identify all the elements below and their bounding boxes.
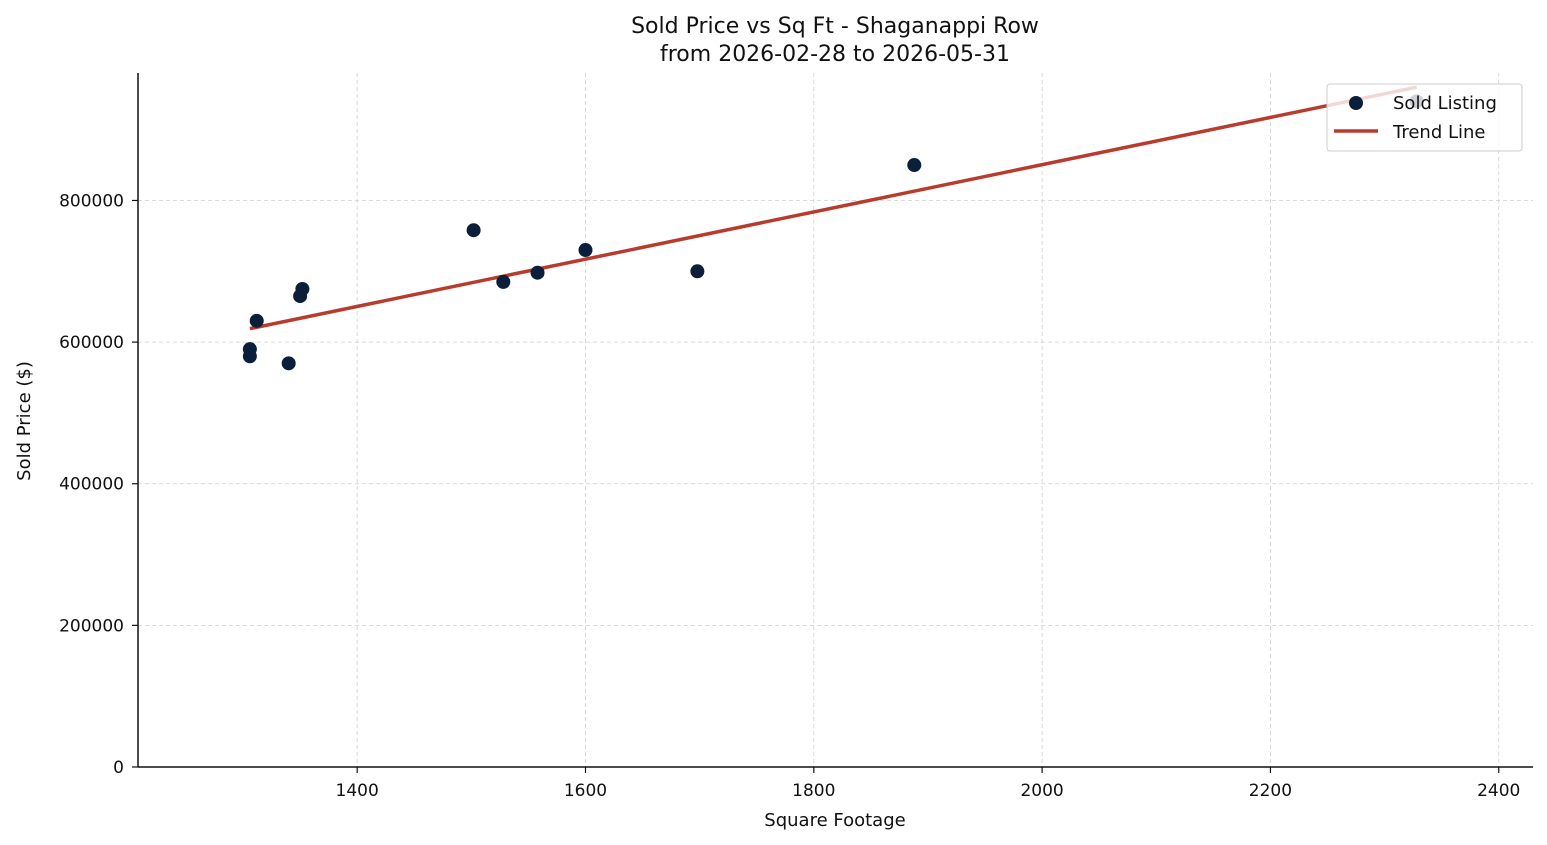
chart-subtitle: from 2026-02-28 to 2026-05-31	[660, 42, 1010, 67]
scatter-point	[242, 349, 257, 364]
x-axis-label: Square Footage	[764, 810, 905, 831]
scatter-point	[907, 158, 922, 173]
y-tick-label: 400000	[59, 475, 124, 495]
trend-line-layer	[249, 85, 1417, 331]
legend-marker-sold-listing	[1349, 96, 1363, 110]
legend-label-trend-line: Trend Line	[1392, 122, 1486, 143]
chart-title: Sold Price vs Sq Ft - Shaganappi Row	[631, 14, 1039, 39]
scatter-point	[578, 243, 593, 258]
scatter-point	[530, 265, 545, 280]
y-tick-label: 600000	[59, 333, 124, 353]
axes	[137, 73, 1533, 768]
scatter-point	[249, 313, 264, 328]
scatter-point	[496, 274, 511, 289]
x-tick-label: 1400	[336, 781, 379, 801]
scatter-point	[466, 223, 481, 238]
legend: Sold Listing Trend Line	[1326, 83, 1523, 152]
legend-label-sold-listing: Sold Listing	[1393, 93, 1497, 114]
x-tick-label: 2200	[1249, 781, 1292, 801]
y-tick-label: 800000	[59, 191, 124, 211]
ticks: 1400 1600 1800 2000 2200 2400 0 200000 400000 600…	[59, 191, 1520, 801]
scatter-point	[690, 264, 705, 279]
y-axis-label: Sold Price ($)	[14, 361, 35, 481]
x-tick-label: 1600	[564, 781, 607, 801]
x-tick-label: 2000	[1020, 781, 1063, 801]
legend-box	[1326, 83, 1523, 152]
y-tick-label: 200000	[59, 616, 124, 636]
trend-line	[249, 85, 1417, 331]
y-tick-label: 0	[113, 758, 124, 778]
grid	[138, 73, 1533, 767]
scatter-point	[281, 356, 296, 371]
scatter-points	[242, 94, 1424, 371]
scatter-point	[295, 281, 310, 296]
x-tick-label: 2400	[1477, 781, 1520, 801]
x-tick-label: 1800	[792, 781, 835, 801]
